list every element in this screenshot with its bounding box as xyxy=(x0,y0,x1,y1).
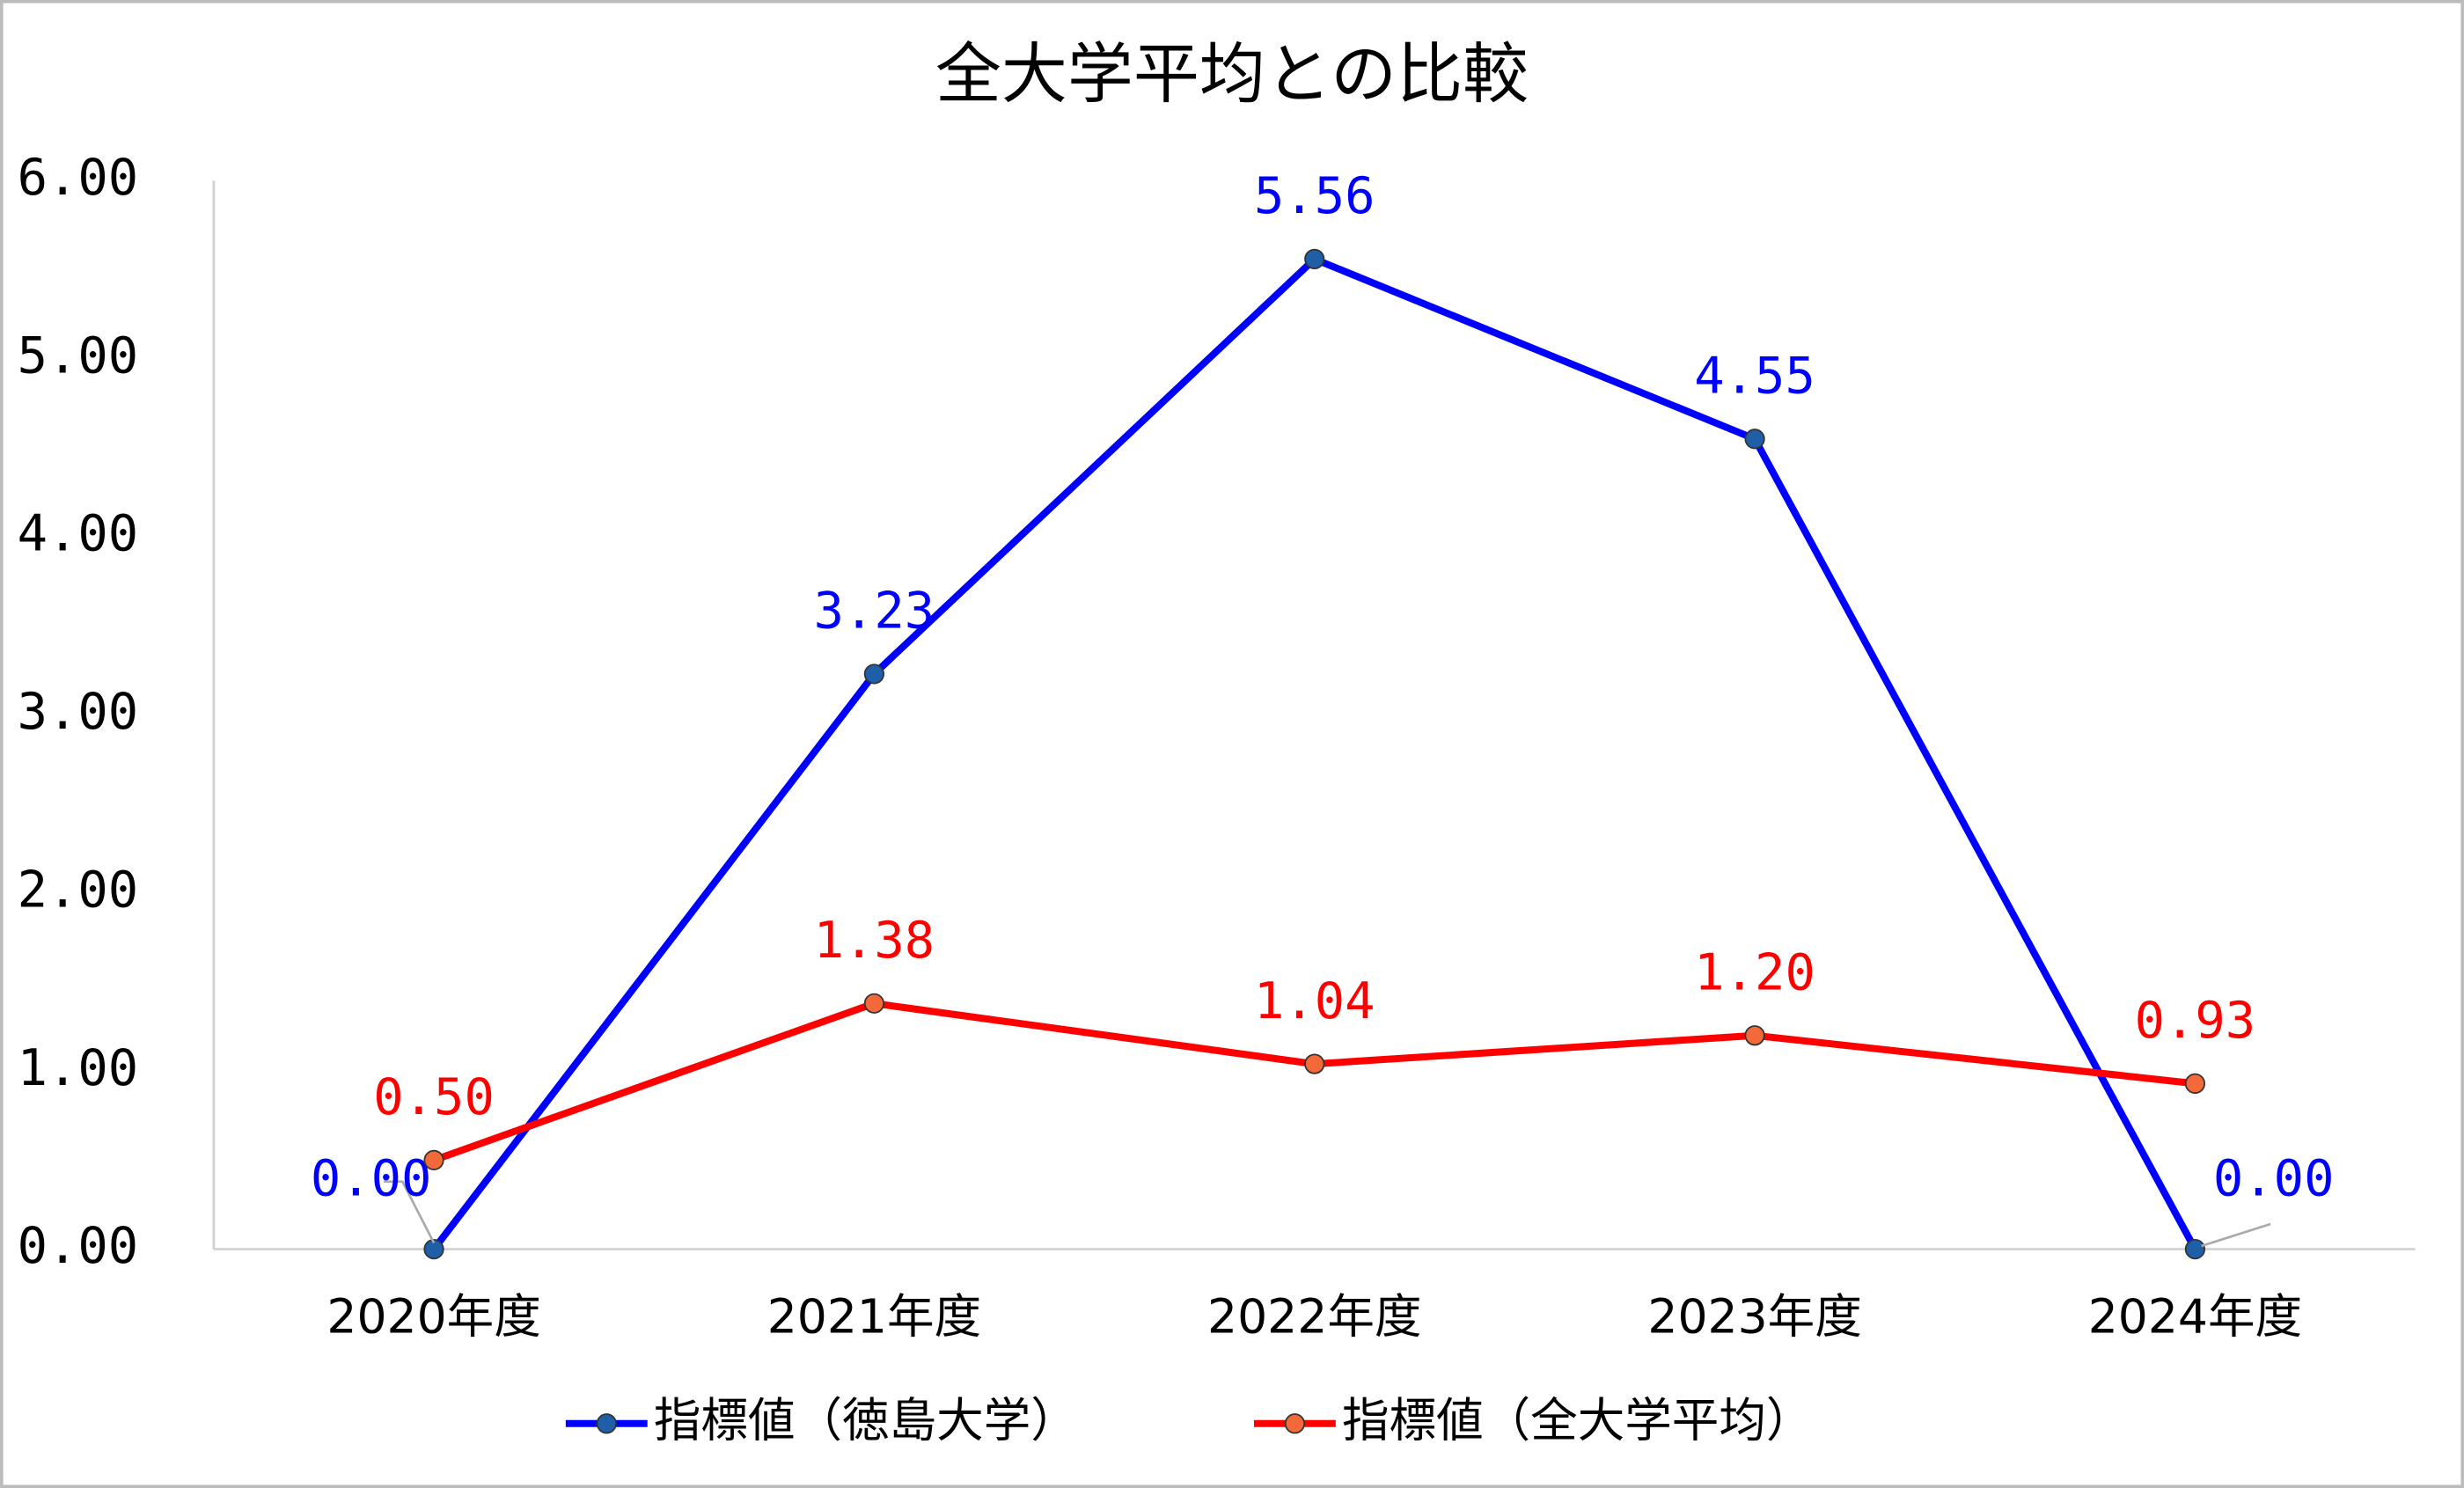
data-point xyxy=(1744,429,1765,450)
chart-title: 全大学平均との比較 xyxy=(935,35,1529,113)
data-point xyxy=(1744,1025,1765,1046)
data-label: 0.00 xyxy=(311,1149,432,1207)
x-tick-label: 2020年度 xyxy=(326,1289,540,1345)
data-point xyxy=(2184,1238,2206,1260)
data-point xyxy=(423,1149,444,1171)
data-point xyxy=(423,1238,444,1260)
data-point xyxy=(1304,1053,1325,1074)
data-label: 1.38 xyxy=(814,912,935,970)
y-tick-label: 0.00 xyxy=(18,1217,139,1275)
data-label: 1.20 xyxy=(1694,943,1815,1001)
data-label: 1.04 xyxy=(1254,972,1375,1030)
data-label: 3.23 xyxy=(814,583,935,641)
legend-label: 指標値（徳島大学） xyxy=(654,1392,1078,1448)
legend-label: 指標値（全大学平均） xyxy=(1342,1392,1813,1448)
y-tick-label: 5.00 xyxy=(18,326,139,385)
x-tick-label: 2024年度 xyxy=(2088,1289,2302,1345)
data-point xyxy=(863,993,885,1014)
data-label: 0.50 xyxy=(373,1068,495,1126)
x-tick-label: 2021年度 xyxy=(767,1289,981,1345)
leader-line xyxy=(383,1180,436,1244)
data-label: 0.00 xyxy=(2213,1149,2335,1207)
x-tick-label: 2023年度 xyxy=(1647,1289,1861,1345)
data-label: 4.55 xyxy=(1694,348,1815,406)
data-point xyxy=(2184,1073,2206,1094)
y-tick-label: 2.00 xyxy=(18,861,139,919)
y-tick-label: 1.00 xyxy=(18,1039,139,1097)
data-point xyxy=(863,663,885,685)
legend-marker xyxy=(596,1413,617,1434)
leader-line xyxy=(2201,1222,2271,1248)
data-label: 5.56 xyxy=(1254,167,1375,225)
legend-marker xyxy=(1284,1413,1306,1434)
data-label: 0.93 xyxy=(2135,992,2256,1050)
y-tick-label: 4.00 xyxy=(18,505,139,563)
x-tick-label: 2022年度 xyxy=(1207,1289,1421,1345)
y-tick-label: 3.00 xyxy=(18,683,139,741)
data-point xyxy=(1304,248,1325,269)
y-tick-label: 6.00 xyxy=(18,149,139,207)
